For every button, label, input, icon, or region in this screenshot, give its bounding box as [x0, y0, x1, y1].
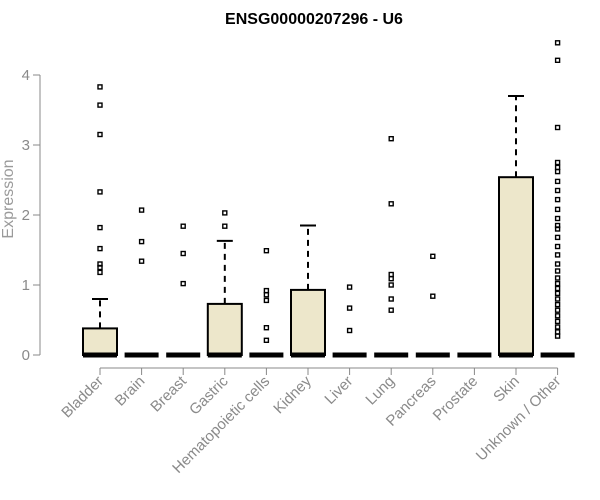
box-group-bladder — [82, 84, 118, 358]
outlier-point — [430, 253, 436, 260]
outlier-point — [554, 243, 561, 250]
box-group-kidney — [290, 224, 326, 358]
outlier-point — [388, 276, 394, 282]
outlier-point — [138, 207, 145, 213]
outlier-point — [388, 201, 394, 207]
outlier-point — [97, 102, 103, 108]
outlier-point — [388, 271, 394, 278]
outlier-point — [97, 264, 103, 271]
outlier-point — [263, 287, 270, 294]
outlier-point — [97, 84, 103, 90]
outlier-point — [388, 307, 394, 313]
outlier-point — [554, 324, 561, 330]
outlier-point — [263, 247, 270, 254]
box-group-unknown-other — [540, 40, 575, 358]
outlier-point — [180, 250, 186, 257]
outlier-point — [554, 168, 561, 175]
outlier-point — [430, 293, 436, 299]
y-tick-label: 2 — [22, 207, 30, 224]
x-tick-label: Skin — [490, 373, 523, 406]
outlier-point — [554, 268, 561, 274]
outlier-point — [263, 292, 270, 298]
outlier-point — [554, 318, 561, 325]
outlier-point — [554, 164, 561, 171]
outlier-point — [554, 57, 561, 63]
outlier-point — [222, 223, 228, 229]
outlier-point — [97, 131, 103, 138]
outlier-point — [97, 224, 103, 231]
outlier-point — [346, 327, 353, 334]
outlier-point — [97, 245, 103, 252]
box-group-brain — [124, 207, 159, 358]
box-body — [206, 302, 243, 356]
x-tick-label: Brain — [112, 373, 149, 410]
outlier-point — [388, 135, 394, 142]
outlier-point — [97, 189, 103, 195]
outlier-point — [554, 290, 561, 297]
outlier-point — [180, 223, 186, 229]
outlier-point — [554, 329, 561, 335]
outlier-point — [554, 313, 561, 319]
x-tick-label: Bladder — [58, 373, 107, 422]
x-tick-label: Prostate — [430, 373, 482, 425]
outlier-point — [554, 234, 561, 241]
box-group-liver — [332, 284, 367, 358]
x-tick-label: Lung — [362, 373, 398, 409]
x-tick-label: Kidney — [270, 372, 315, 417]
outlier-point — [388, 296, 394, 302]
outlier-point — [554, 296, 561, 302]
outlier-point — [554, 124, 561, 131]
outlier-point — [554, 196, 561, 203]
outlier-point — [554, 280, 561, 287]
outlier-point — [554, 206, 561, 213]
outlier-point — [554, 187, 561, 194]
outlier-point — [346, 284, 353, 290]
outlier-point — [138, 258, 145, 264]
outlier-point — [554, 226, 561, 232]
outlier-point — [97, 269, 103, 276]
y-tick-label: 4 — [22, 67, 30, 84]
x-tick-label: Liver — [321, 373, 356, 408]
boxes — [82, 40, 575, 358]
box-group-pancreas — [415, 253, 450, 358]
y-axis-label: Expression — [0, 159, 17, 238]
outlier-point — [554, 285, 561, 292]
outlier-point — [263, 337, 270, 343]
box-group-hematopoietic-cells — [249, 247, 284, 358]
outlier-point — [554, 333, 561, 339]
outlier-point — [554, 215, 561, 222]
outlier-point — [263, 297, 270, 304]
outlier-point — [554, 301, 561, 308]
outlier-point — [554, 307, 561, 313]
box-group-skin — [498, 95, 534, 358]
y-tick-label: 3 — [22, 137, 30, 154]
outlier-point — [180, 280, 186, 287]
chart-title: ENSG00000207296 - U6 — [225, 11, 403, 28]
x-tick-label: Breast — [147, 372, 190, 415]
box-body — [82, 327, 118, 356]
outlier-point — [554, 159, 561, 166]
box-group-gastric — [206, 210, 243, 358]
outlier-point — [554, 275, 561, 281]
outlier-point — [388, 282, 394, 288]
outlier-point — [222, 210, 228, 216]
outlier-point — [263, 325, 270, 331]
outlier-point — [138, 238, 145, 245]
outlier-point — [346, 305, 353, 311]
box-body — [498, 176, 534, 356]
outlier-point — [554, 40, 561, 46]
outlier-point — [554, 178, 561, 185]
outlier-point — [554, 252, 561, 258]
box-group-breast — [166, 223, 201, 358]
y-tick-label: 0 — [22, 347, 30, 364]
y-tick-label: 1 — [22, 277, 30, 294]
box-group-lung — [374, 135, 409, 358]
box-body — [290, 288, 326, 356]
outlier-point — [554, 261, 561, 267]
